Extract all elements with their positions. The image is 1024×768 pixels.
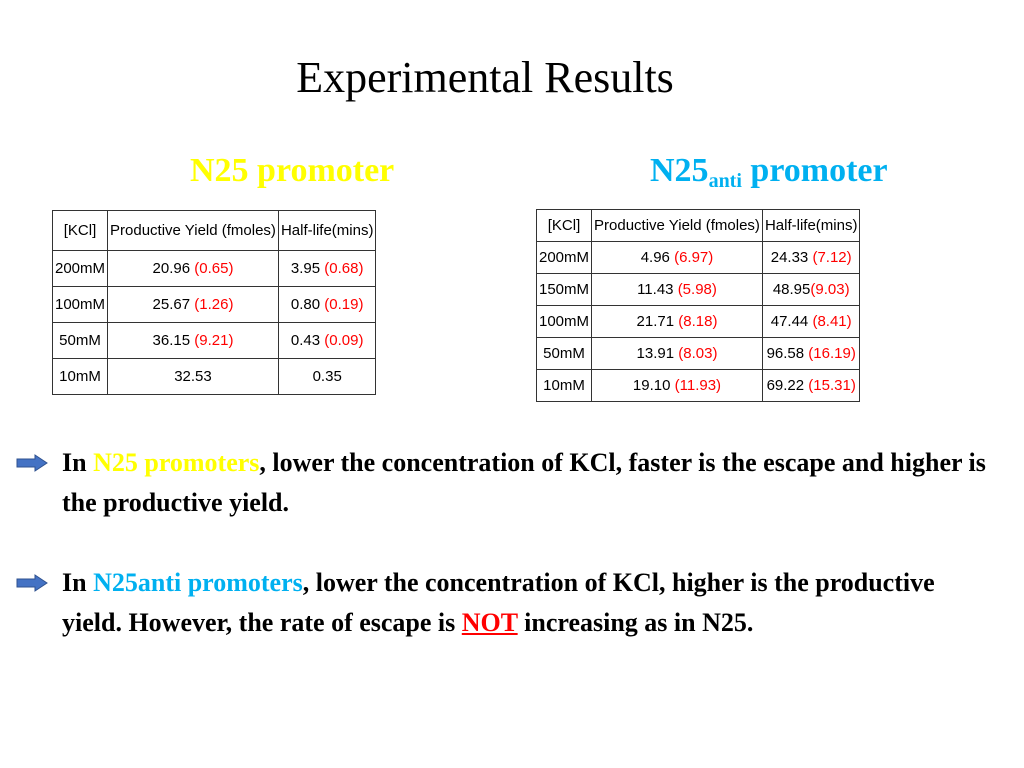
kcl-cell: 200mM <box>535 241 593 274</box>
yield-value: 21.71 <box>636 313 675 330</box>
table-header-row: [KCl] Productive Yield (fmoles) Half-life(… <box>51 210 377 251</box>
half-life-cell: 3.95 (0.68) <box>277 250 377 287</box>
table2-heading-rest: promoter <box>750 152 888 189</box>
half-life-sd: (0.68) <box>324 260 364 277</box>
yield-sd: (1.26) <box>194 296 234 313</box>
table2-heading-main: N25 <box>650 152 709 189</box>
half-life-sd: (9.03) <box>810 281 850 298</box>
yield-value: 13.91 <box>636 345 675 362</box>
half-life-value: 0.43 <box>290 332 321 349</box>
yield-cell: 11.43 (5.98) <box>591 273 763 306</box>
half-life-value: 0.35 <box>312 368 342 385</box>
bullet-2-lead: In <box>62 568 94 597</box>
yield-value: 11.43 <box>637 281 674 298</box>
half-life-cell: 0.43 (0.09) <box>277 322 377 359</box>
half-life-cell: 0.35 <box>277 358 377 395</box>
half-life-sd: (8.41) <box>812 313 852 330</box>
yield-sd: (0.65) <box>194 260 234 277</box>
yield-sd: (11.93) <box>674 377 722 394</box>
half-life-header: Half-life(mins) <box>761 209 861 242</box>
yield-header: Productive Yield (fmoles) <box>591 209 763 242</box>
slide-title: Experimental Results <box>296 53 674 102</box>
table-row: 10mM 32.53 0.35 <box>51 358 377 395</box>
yield-sd: (9.21) <box>194 332 234 349</box>
n25anti-results-table: [KCl] Productive Yield (fmoles) Half-life(… <box>535 209 861 402</box>
half-life-cell: 48.95(9.03) <box>761 273 861 306</box>
half-life-sd: (7.12) <box>812 249 852 266</box>
yield-cell: 25.67 (1.26) <box>107 286 279 323</box>
yield-cell: 4.96 (6.97) <box>591 241 763 274</box>
yield-value: 20.96 <box>152 260 191 277</box>
table-row: 150mM 11.43 (5.98) 48.95(9.03) <box>535 273 861 306</box>
half-life-cell: 69.22 (15.31) <box>761 369 861 402</box>
half-life-cell: 24.33 (7.12) <box>761 241 861 274</box>
yield-cell: 19.10 (11.93) <box>591 369 763 402</box>
half-life-sd: (0.09) <box>324 332 364 349</box>
table-row: 200mM 4.96 (6.97) 24.33 (7.12) <box>535 241 861 274</box>
kcl-cell: 100mM <box>51 286 109 323</box>
bullet-2-emphasis: NOT <box>461 608 518 637</box>
kcl-cell: 200mM <box>51 250 109 287</box>
bullet-2-text: In N25anti promoters, lower the concentr… <box>62 563 992 643</box>
arrow-right-icon <box>16 574 48 592</box>
kcl-cell: 150mM <box>535 273 593 306</box>
yield-value: 19.10 <box>632 377 671 394</box>
half-life-cell: 0.80 (0.19) <box>277 286 377 323</box>
kcl-cell: 10mM <box>51 358 109 395</box>
half-life-value: 96.58 <box>766 345 805 362</box>
half-life-value: 0.80 <box>290 296 321 313</box>
bullet-2-body-end: increasing as in N25. <box>517 608 754 637</box>
half-life-cell: 96.58 (16.19) <box>761 337 861 370</box>
half-life-value: 24.33 <box>770 249 809 266</box>
half-life-sd: (15.31) <box>808 377 856 394</box>
bullet-1-lead: In <box>62 448 94 477</box>
yield-sd: (8.18) <box>678 313 718 330</box>
yield-sd: (5.98) <box>677 281 717 298</box>
table-row: 100mM 21.71 (8.18) 47.44 (8.41) <box>535 305 861 338</box>
bullet-1-highlight: N25 promoters <box>93 448 260 477</box>
bullet-1-body: , lower the concentration of KCl, faster… <box>62 448 986 517</box>
yield-cell: 36.15 (9.21) <box>107 322 279 359</box>
half-life-value: 3.95 <box>290 260 321 277</box>
table2-heading-sub: anti <box>708 170 742 192</box>
kcl-cell: 100mM <box>535 305 593 338</box>
yield-header: Productive Yield (fmoles) <box>107 210 279 251</box>
table-row: 200mM 20.96 (0.65) 3.95 (0.68) <box>51 250 377 287</box>
kcl-cell: 10mM <box>535 369 593 402</box>
table-header-row: [KCl] Productive Yield (fmoles) Half-life(… <box>535 209 861 242</box>
half-life-cell: 47.44 (8.41) <box>761 305 861 338</box>
bullet-2-highlight: N25anti promoters <box>93 568 303 597</box>
half-life-value: 47.44 <box>770 313 809 330</box>
half-life-value: 48.95 <box>772 281 811 298</box>
table2-heading: N25anti promoter <box>650 152 888 193</box>
yield-sd: (8.03) <box>678 345 718 362</box>
yield-cell: 21.71 (8.18) <box>591 305 763 338</box>
yield-cell: 20.96 (0.65) <box>107 250 279 287</box>
yield-value: 32.53 <box>174 368 212 385</box>
yield-value: 25.67 <box>152 296 191 313</box>
table1-heading: N25 promoter <box>190 152 395 189</box>
bullet-1-text: In N25 promoters, lower the concentratio… <box>62 443 992 523</box>
table-row: 50mM 36.15 (9.21) 0.43 (0.09) <box>51 322 377 359</box>
kcl-cell: 50mM <box>535 337 593 370</box>
half-life-sd: (0.19) <box>324 296 364 313</box>
kcl-header: [KCl] <box>535 209 593 242</box>
yield-value: 36.15 <box>152 332 191 349</box>
table-row: 10mM 19.10 (11.93) 69.22 (15.31) <box>535 369 861 402</box>
yield-value: 4.96 <box>640 249 670 266</box>
half-life-header: Half-life(mins) <box>277 210 377 251</box>
bullet-2-body: , lower the concentration of KCl, higher… <box>62 568 935 637</box>
kcl-header: [KCl] <box>51 210 109 251</box>
n25-results-table: [KCl] Productive Yield (fmoles) Half-life(… <box>51 210 377 395</box>
half-life-value: 69.22 <box>766 377 805 394</box>
yield-cell: 13.91 (8.03) <box>591 337 763 370</box>
table-row: 100mM 25.67 (1.26) 0.80 (0.19) <box>51 286 377 323</box>
table-row: 50mM 13.91 (8.03) 96.58 (16.19) <box>535 337 861 370</box>
arrow-right-icon <box>16 454 48 472</box>
kcl-cell: 50mM <box>51 322 109 359</box>
half-life-sd: (16.19) <box>808 345 856 362</box>
yield-cell: 32.53 <box>107 358 279 395</box>
yield-sd: (6.97) <box>674 249 714 266</box>
